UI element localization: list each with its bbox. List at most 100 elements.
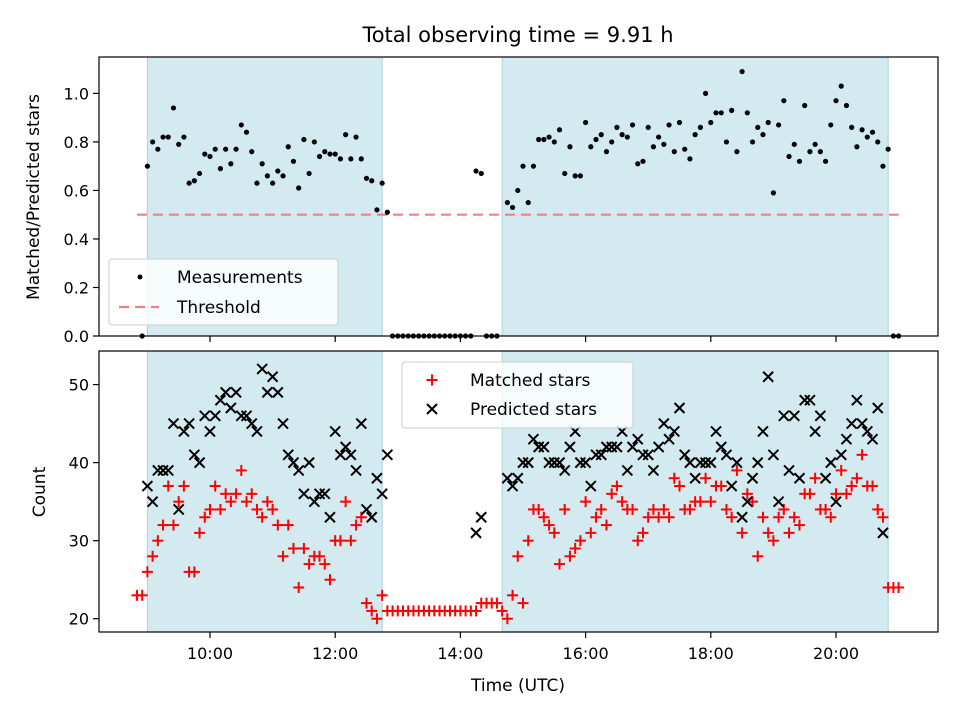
matched-star-point	[361, 597, 372, 609]
measurement-point	[807, 149, 813, 155]
matched-star-point	[340, 496, 352, 508]
y-tick-label: 0.0	[64, 327, 89, 346]
matched-star-point	[256, 511, 268, 523]
matched-star-point	[204, 503, 216, 515]
x-tick-label: 20:00	[813, 644, 859, 663]
predicted-star-point	[715, 441, 727, 453]
measurement-point	[796, 158, 803, 164]
predicted-star-point	[162, 464, 174, 477]
top-panel: 0.0 0.2 0.4 0.6 0.8 1.0 Matched/Predicted sta…	[24, 56, 939, 346]
predicted-star-point	[809, 425, 821, 438]
top-y-axis-label: Matched/Predicted stars	[24, 94, 44, 300]
measurement-point	[332, 151, 338, 157]
measurement-point	[864, 134, 870, 140]
matched-star-point	[741, 488, 753, 500]
measurement-point	[249, 149, 255, 155]
predicted-star-point	[819, 472, 832, 484]
measurement-point	[191, 178, 197, 184]
measurement-point	[869, 129, 876, 135]
predicted-star-point	[292, 464, 305, 477]
predicted-star-point	[319, 488, 331, 500]
measurement-point	[718, 110, 724, 116]
measurement-point	[849, 124, 855, 130]
y-tick-label: 20	[69, 610, 89, 629]
predicted-star-point	[752, 456, 764, 469]
matched-star-point	[293, 582, 305, 594]
measurement-point	[202, 151, 208, 157]
predicted-star-point	[845, 417, 858, 430]
predicted-star-point	[731, 456, 743, 469]
measurement-point	[353, 134, 359, 140]
measurement-point	[238, 122, 244, 128]
legend-label-threshold: Threshold	[176, 298, 261, 318]
matched-star-point	[319, 558, 331, 570]
predicted-star-point	[788, 410, 800, 422]
matched-star-point	[793, 519, 805, 531]
measurement-point	[682, 146, 688, 152]
predicted-star-point	[324, 511, 336, 523]
measurement-point	[243, 129, 250, 135]
predicted-star-point	[193, 456, 206, 469]
matched-star-point	[668, 472, 680, 484]
predicted-star-point	[673, 402, 686, 414]
measurement-point	[744, 110, 750, 116]
measurement-point	[165, 134, 171, 140]
matched-star-point	[178, 480, 190, 492]
measurement-point	[629, 122, 636, 128]
bottom-legend: Matched stars Predicted stars	[401, 361, 634, 429]
measurement-point	[275, 168, 281, 174]
measurement-point	[473, 168, 479, 174]
measurement-point	[640, 158, 646, 164]
measurement-point	[567, 144, 573, 150]
matched-star-point	[334, 535, 346, 547]
matched-star-point	[314, 550, 326, 562]
predicted-star-point	[152, 464, 164, 477]
matched-star-point	[251, 503, 263, 515]
measurement-point	[160, 134, 166, 140]
measurement-point	[207, 153, 213, 160]
x-tick-label: 16:00	[563, 644, 609, 663]
predicted-star-point	[366, 511, 378, 523]
top-shaded-intervals	[146, 56, 889, 337]
measurement-point	[671, 149, 677, 155]
predicted-star-point	[303, 456, 315, 469]
matched-star-point	[611, 480, 623, 492]
matched-star-point	[501, 613, 513, 625]
measurement-points	[139, 68, 902, 339]
measurement-point	[723, 139, 730, 145]
y-tick-label: 50	[69, 376, 89, 395]
measurement-point	[687, 156, 693, 162]
legend-label-measurements: Measurements	[177, 268, 303, 288]
matched-star-point	[194, 527, 206, 539]
predicted-star-point	[699, 456, 712, 469]
predicted-star-point	[720, 449, 733, 461]
predicted-star-point	[668, 425, 680, 438]
measurement-point	[311, 139, 317, 145]
chart-title: Total observing time = 9.91 h	[361, 23, 673, 47]
measurement-point	[358, 156, 364, 162]
measurement-point	[656, 134, 662, 140]
bottom-x-ticks: 10:00 12:00 14:00 16:00 18:00 20:00	[187, 632, 859, 663]
top-y-ticks: 0.0 0.2 0.4 0.6 0.8 1.0	[64, 84, 99, 346]
matched-star-point	[136, 589, 148, 601]
predicted-star-point	[376, 488, 388, 500]
matched-star-point	[663, 511, 675, 523]
measurement-point	[343, 132, 349, 138]
matched-star-point	[731, 464, 743, 476]
measurement-point	[828, 122, 834, 128]
predicted-star-point	[872, 402, 884, 414]
predicted-star-point	[559, 464, 571, 477]
predicted-star-point	[183, 417, 195, 430]
matched-star-point	[548, 527, 560, 539]
measurement-point	[348, 156, 354, 162]
predicted-star-point	[256, 363, 268, 375]
x-tick-label: 18:00	[688, 644, 734, 663]
predicted-star-point	[172, 503, 185, 516]
matched-star-point	[324, 574, 336, 586]
predicted-star-point	[652, 441, 665, 453]
top-axes-frame	[98, 56, 939, 337]
y-tick-label: 0.6	[64, 181, 89, 200]
matched-star-point	[199, 511, 211, 523]
measurement-point	[327, 151, 333, 157]
